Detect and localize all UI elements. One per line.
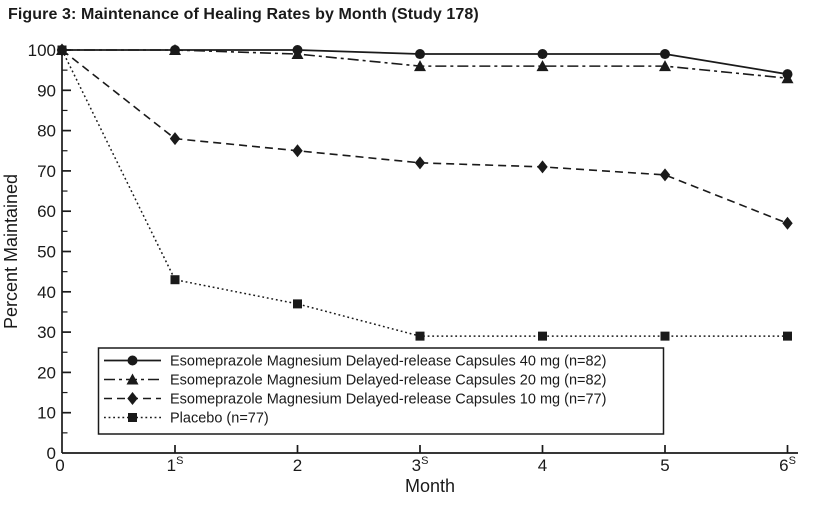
circle-marker [127, 355, 138, 366]
y-tick-label: 40 [37, 283, 56, 302]
diamond-marker [169, 132, 181, 146]
x-tick-label: 1S [167, 455, 184, 475]
series-line-3 [61, 49, 788, 337]
diamond-marker [292, 144, 303, 158]
legend-label: Esomeprazole Magnesium Delayed-release C… [170, 354, 606, 370]
triangle-marker [536, 60, 549, 72]
square-marker [783, 331, 792, 341]
series-3 [57, 45, 792, 341]
diamond-marker [127, 392, 138, 405]
y-tick-label: 90 [37, 81, 56, 100]
triangle-marker [781, 72, 794, 84]
y-axis-title: Percent Maintained [1, 174, 21, 329]
y-tick-label: 0 [47, 444, 56, 463]
legend-box [97, 347, 665, 435]
figure-title: Figure 3: Maintenance of Healing Rates b… [8, 6, 479, 23]
square-marker [57, 45, 67, 55]
x-tick-label: 6S [779, 455, 796, 475]
x-tick-label: 0 [55, 456, 64, 475]
legend: Esomeprazole Magnesium Delayed-release C… [97, 347, 665, 435]
series-line-2 [61, 49, 788, 225]
legend-label: Esomeprazole Magnesium Delayed-release C… [170, 392, 606, 408]
legend-label: Placebo (n=77) [170, 411, 269, 427]
square-marker [538, 331, 547, 341]
legend-item-2: Esomeprazole Magnesium Delayed-release C… [104, 392, 606, 408]
legend-item-1: Esomeprazole Magnesium Delayed-release C… [104, 373, 606, 389]
triangle-marker [291, 48, 304, 60]
x-tick-label: 4 [538, 456, 547, 475]
series-2 [56, 43, 793, 230]
square-marker [293, 299, 302, 309]
diamond-marker [782, 216, 793, 230]
y-tick-label: 70 [37, 162, 56, 181]
x-tick-label: 3S [412, 455, 429, 475]
diamond-marker [537, 160, 548, 174]
y-tick-label: 100 [28, 41, 56, 60]
square-marker [128, 413, 137, 422]
y-tick-label: 80 [37, 122, 56, 141]
square-marker [170, 275, 180, 285]
diamond-marker [659, 168, 671, 182]
legend-label: Esomeprazole Magnesium Delayed-release C… [170, 373, 606, 389]
circle-marker [660, 49, 670, 60]
legend-item-0: Esomeprazole Magnesium Delayed-release C… [104, 354, 606, 370]
y-tick-label: 10 [37, 404, 56, 423]
y-tick-label: 50 [37, 243, 56, 262]
series-1 [56, 44, 794, 84]
circle-marker [537, 49, 548, 60]
circle-marker [415, 49, 425, 60]
x-axis-title: Month [405, 476, 455, 496]
triangle-marker [414, 60, 426, 72]
diamond-marker [414, 156, 426, 170]
y-tick-label: 20 [37, 363, 56, 382]
legend-item-3: Placebo (n=77) [104, 411, 269, 427]
x-tick-label: 2 [293, 456, 302, 475]
triangle-marker [659, 60, 671, 72]
square-marker [660, 331, 670, 341]
square-marker [415, 331, 425, 341]
x-tick-label: 5 [660, 456, 669, 475]
triangle-marker [169, 44, 181, 55]
y-tick-label: 60 [37, 202, 56, 221]
y-tick-label: 30 [37, 323, 56, 342]
triangle-marker [126, 373, 139, 385]
